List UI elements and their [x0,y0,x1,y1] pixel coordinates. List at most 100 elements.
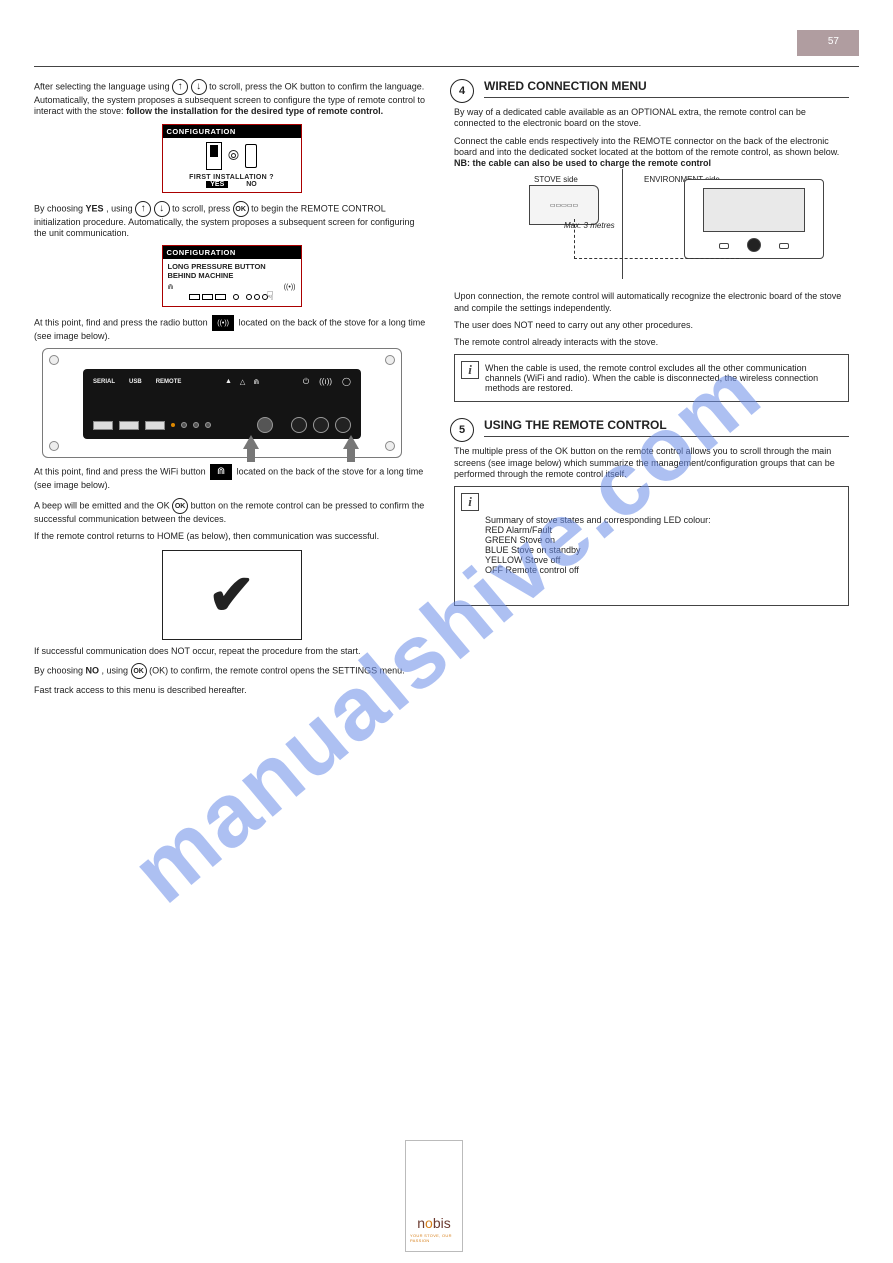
check-icon: ✔ [208,567,255,623]
top-rule [34,66,859,67]
button-rf-icon [313,417,329,433]
pointer-wifi-icon [243,435,259,449]
sec5-heading: 5 Using the remote control [454,418,849,446]
sec4-p3c: The remote control already interacts wit… [454,337,849,348]
usb-label: USB [129,379,142,385]
ok-icon [131,663,147,679]
lcd1-line: FIRST INSTALLATION ? [169,174,295,181]
connection-figure: STOVE side ENVIRONMENT side ▭▭▭▭▭ Max. 3… [454,179,824,279]
sec4-heading: 4 WIRED connection menu [454,79,849,107]
pin-icon [193,422,199,428]
sec4-p1: By way of a dedicated cable available as… [454,107,849,130]
pin-icon [181,422,187,428]
success-para: A beep will be emitted and the OK button… [34,498,429,525]
no-2: , using [102,666,131,676]
lcd2-line1: LONG PRESSURE BUTTON [168,262,296,271]
yes-para: By choosing YES , using to scroll, press… [34,201,429,240]
lcd2-header: CONFIGURATION [163,246,301,259]
yes-text-2: to scroll, press [172,203,233,213]
power-icon: ⏻ [303,377,309,387]
sec4-p2: Connect the cable ends respectively into… [454,136,849,170]
no-para-2: Fast track access to this menu is descri… [34,685,429,696]
arrow-up-icon [135,201,151,217]
arrow-down-icon [154,201,170,217]
lcd1-header: CONFIGURATION [163,125,301,138]
flame-icon: ▲ [225,378,232,386]
sec5-p1: The multiple press of the OK button on t… [454,446,849,480]
pin-icon [205,422,211,428]
wifi-badge-icon [210,464,232,480]
repeat-para: If successful communication does NOT occ… [34,646,429,657]
sec4-number-icon: 4 [450,79,474,103]
lcd1-no: NO [246,181,257,188]
panel-button-icon [747,238,761,252]
screw-icon [49,355,59,365]
intro-text-1: After selecting the language using [34,81,172,91]
screw-icon [49,441,59,451]
button-icon [335,417,351,433]
lcd1-yes: YES [206,181,228,188]
rf-text-1: At this point, find and press the radio … [34,317,210,327]
pointer-rf-icon [343,435,359,449]
sec4-p3b: The user does NOT need to carry out any … [454,320,849,331]
remote-icon [245,144,257,168]
stove-side-label: STOVE side [534,175,578,184]
hand-point-icon: ☟ [266,289,273,303]
wifi-text-1: At this point, find and press the WiFi b… [34,467,208,477]
ok-icon [233,201,249,217]
intro-para: After selecting the language using to sc… [34,79,429,118]
screw-icon [385,441,395,451]
sec4-note-box: i When the cable is used, the remote con… [454,354,849,402]
sec4-p3a: Upon connection, the remote control will… [454,291,849,314]
port-icon [93,421,113,430]
nobis-logo: nobis YOUR STOVE, OUR PASSION [405,1140,463,1252]
sec5-title: Using the remote control [484,418,667,432]
info-icon: i [461,361,479,379]
sec4-p2b: NB: the cable can also be used to charge… [454,158,711,168]
antenna-icon: ((ı)) [319,377,332,387]
radio-badge-icon [212,315,234,331]
screw-icon [385,355,395,365]
right-column: 4 WIRED connection menu By way of a dedi… [454,79,849,616]
rf-para: At this point, find and press the radio … [34,315,429,342]
serial-label: SERIAL [93,379,115,385]
sec4-title: WIRED connection menu [484,79,647,93]
button-icon [291,417,307,433]
info-icon: i [461,493,479,511]
intro-bold: follow the installation for the desired … [126,106,383,116]
stove-icon [206,142,222,170]
warn-icon: △ [240,378,245,386]
rf-rays-icon: ⦾ [228,147,239,164]
nobis-tagline: YOUR STOVE, OUR PASSION [410,1233,458,1243]
left-column: After selecting the language using to sc… [34,79,429,703]
success-para-2: If the remote control returns to HOME (a… [34,531,429,542]
arrow-up-icon [172,79,188,95]
board-diagram: SERIAL USB REMOTE ▲ △ ⋒ ⏻ ((ı)) ◯ [42,348,402,458]
ok-icon [172,498,188,514]
port-icon [119,421,139,430]
page-number: 57 [828,36,839,47]
rf-small-icon: ((•)) [284,284,296,291]
nobis-brand: nobis [417,1215,451,1231]
sync-icon: ◯ [342,377,351,387]
success-1: A beep will be emitted and the OK [34,500,172,510]
port-icon [145,421,165,430]
wifi-small-icon: ⋒ [168,283,174,291]
sec5-number-icon: 5 [450,418,474,442]
lcd1-body: ⦾ FIRST INSTALLATION ? YES NO [163,138,301,192]
sec5-note: Summary of stove states and correspondin… [485,515,711,575]
sec5-note-box: i Summary of stove states and correspond… [454,486,849,606]
sec4-note: When the cable is used, the remote contr… [485,363,818,393]
lcd-long-press: CONFIGURATION LONG PRESSURE BUTTON BEHIN… [162,245,302,307]
sec4-p2a: Connect the cable ends respectively into… [454,136,839,157]
arrow-down-icon [191,79,207,95]
no-word: NO [86,666,100,676]
no-3: (OK) to confirm, the remote control open… [149,666,405,676]
board-mini-icon: ☟ [168,291,296,303]
yes-word: YES [86,203,104,213]
lcd-first-install: CONFIGURATION ⦾ FIRST INSTALLATION ? YES… [162,124,302,193]
led-icon [171,423,175,427]
remote-label: REMOTE [156,379,182,385]
no-1: By choosing [34,666,86,676]
check-screen: ✔ [162,550,302,640]
